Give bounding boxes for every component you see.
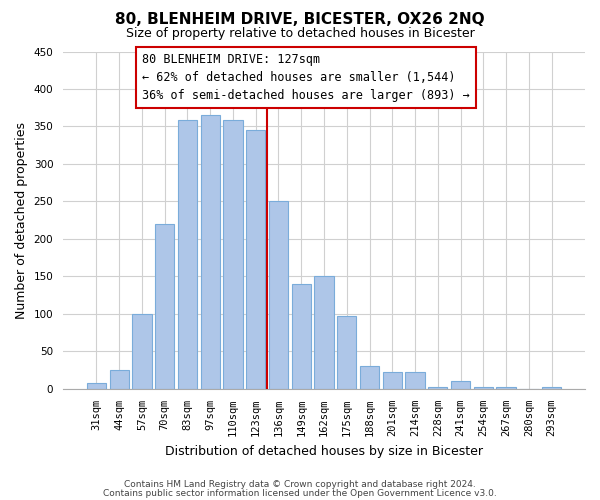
Bar: [360, 366, 379, 389]
Bar: [132, 314, 152, 389]
Bar: [473, 388, 493, 389]
Text: 80, BLENHEIM DRIVE, BICESTER, OX26 2NQ: 80, BLENHEIM DRIVE, BICESTER, OX26 2NQ: [115, 12, 485, 28]
Bar: [314, 276, 334, 389]
Bar: [292, 284, 311, 389]
Text: Contains HM Land Registry data © Crown copyright and database right 2024.: Contains HM Land Registry data © Crown c…: [124, 480, 476, 489]
Bar: [155, 224, 175, 389]
Text: 80 BLENHEIM DRIVE: 127sqm
← 62% of detached houses are smaller (1,544)
36% of se: 80 BLENHEIM DRIVE: 127sqm ← 62% of detac…: [142, 53, 470, 102]
Bar: [110, 370, 129, 389]
Y-axis label: Number of detached properties: Number of detached properties: [15, 122, 28, 318]
Bar: [200, 115, 220, 389]
X-axis label: Distribution of detached houses by size in Bicester: Distribution of detached houses by size …: [165, 444, 483, 458]
Bar: [178, 120, 197, 389]
Bar: [337, 316, 356, 389]
Text: Size of property relative to detached houses in Bicester: Size of property relative to detached ho…: [125, 28, 475, 40]
Bar: [428, 386, 448, 389]
Bar: [87, 383, 106, 389]
Bar: [406, 372, 425, 389]
Bar: [269, 202, 288, 389]
Bar: [542, 388, 561, 389]
Bar: [451, 382, 470, 389]
Bar: [246, 130, 265, 389]
Bar: [223, 120, 242, 389]
Text: Contains public sector information licensed under the Open Government Licence v3: Contains public sector information licen…: [103, 488, 497, 498]
Bar: [383, 372, 402, 389]
Bar: [496, 388, 516, 389]
